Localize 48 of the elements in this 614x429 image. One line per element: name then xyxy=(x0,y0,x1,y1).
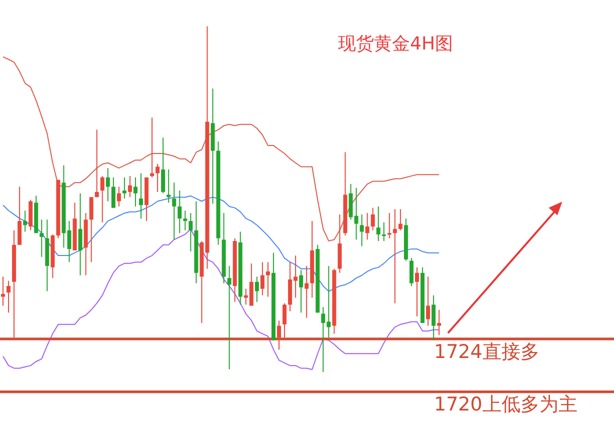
candlestick xyxy=(409,257,414,286)
candlestick xyxy=(139,172,143,220)
candlestick xyxy=(106,168,110,202)
candlestick xyxy=(282,302,287,338)
candlestick xyxy=(398,208,402,231)
candlestick xyxy=(40,219,44,258)
candlestick xyxy=(23,210,28,232)
candlestick xyxy=(370,207,375,231)
candlestick xyxy=(18,186,22,246)
candlestick xyxy=(122,176,126,200)
candlestick xyxy=(166,168,171,204)
candlestick xyxy=(161,137,166,194)
candlestick xyxy=(304,265,309,318)
candlestick xyxy=(6,280,11,314)
candlestick xyxy=(415,266,419,317)
candlestick xyxy=(392,208,397,304)
candlestick xyxy=(188,212,193,252)
ref-line-label: 1724直接多 xyxy=(434,340,540,363)
candlestick xyxy=(183,210,188,231)
chart-title: 现货黄金4H图 xyxy=(338,34,453,55)
candlestick xyxy=(1,276,5,306)
candlestick xyxy=(277,320,281,350)
candlestick xyxy=(266,262,270,298)
candlestick xyxy=(376,206,380,242)
candlestick xyxy=(299,270,304,314)
candlestick xyxy=(178,190,182,234)
candlestick xyxy=(382,222,386,242)
candlestick xyxy=(133,176,138,207)
candlestick xyxy=(432,294,436,341)
candlestick xyxy=(437,309,442,336)
candlestick xyxy=(128,176,132,198)
candlestick xyxy=(150,117,154,178)
candlestick xyxy=(94,129,99,198)
candlestick xyxy=(426,276,430,326)
ref-line-label: 1720上低多为主 xyxy=(434,394,578,416)
candlestick xyxy=(360,214,364,247)
candlestick xyxy=(365,212,370,240)
candlestick xyxy=(78,192,82,276)
candlestick xyxy=(116,186,121,207)
candlestick xyxy=(100,176,104,223)
candlestick xyxy=(89,196,94,263)
candlestick xyxy=(260,262,264,296)
candlestick xyxy=(172,182,176,240)
candlestick xyxy=(111,176,116,208)
candlestick xyxy=(387,212,392,239)
candlestick xyxy=(156,163,160,192)
candlestick xyxy=(227,265,232,370)
candlestick xyxy=(254,276,259,302)
